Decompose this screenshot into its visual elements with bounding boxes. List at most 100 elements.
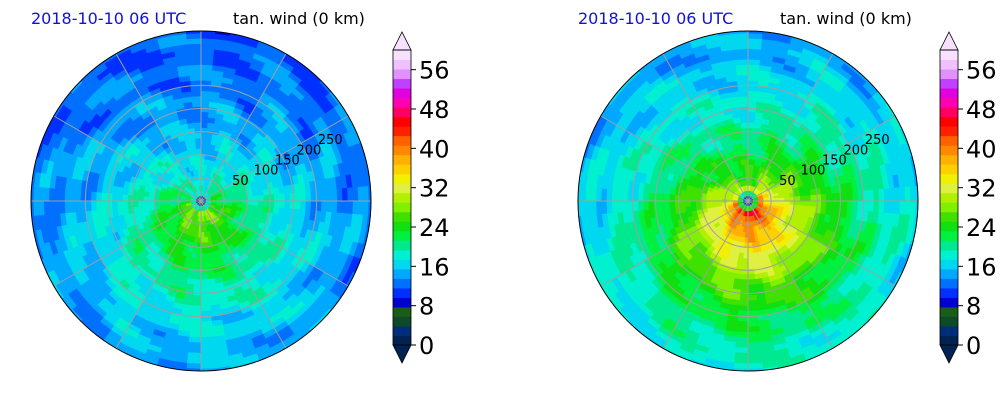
field-cell (747, 273, 756, 281)
field-cell (200, 237, 205, 244)
field-cell (186, 32, 202, 40)
field-cell (747, 111, 757, 118)
field-cell (284, 200, 291, 210)
field-cell (695, 200, 702, 206)
field-cell (733, 357, 749, 365)
field-cell (647, 191, 655, 202)
field-cell (914, 154, 918, 172)
field-cell (611, 200, 618, 214)
field-cell (658, 200, 665, 210)
field-cell (747, 142, 754, 150)
field-cell (735, 58, 749, 66)
field-cell (909, 200, 917, 216)
field-cell (305, 200, 312, 211)
field-cell (188, 58, 202, 66)
field-cell (121, 200, 129, 209)
field-cell (200, 368, 217, 371)
field-cell (747, 237, 752, 244)
field-cell (739, 106, 749, 113)
field-cell (690, 205, 697, 212)
field-cell (752, 252, 759, 259)
field-cell (689, 200, 697, 207)
field-cell (216, 23, 232, 30)
field-cell (201, 23, 217, 29)
field-cell (31, 139, 39, 157)
field-cell (192, 284, 202, 291)
field-cell (200, 31, 217, 34)
field-cell (810, 200, 817, 208)
field-cell (836, 192, 843, 202)
grid-spoke (200, 53, 287, 202)
field-cell (744, 158, 749, 165)
field-cell (185, 374, 201, 380)
colorbar-tick-label: 0 (419, 332, 434, 360)
field-cell (192, 111, 202, 118)
colorbar-swatch (393, 287, 411, 298)
field-cell (899, 200, 906, 216)
field-cell (747, 132, 755, 139)
field-cell (200, 341, 215, 349)
field-cell (189, 326, 202, 333)
field-cell (792, 31, 810, 39)
field-cell (921, 201, 927, 217)
field-cell (193, 116, 202, 123)
field-cell (363, 139, 371, 157)
colorbar-swatch (393, 107, 411, 118)
colorbar-swatch (393, 230, 411, 241)
field-cell (689, 195, 697, 202)
field-cell (32, 200, 40, 216)
field-cell (826, 200, 833, 209)
field-cell (300, 191, 307, 202)
field-cell (245, 363, 263, 371)
field-cell (195, 137, 202, 144)
field-cell (363, 245, 371, 263)
field-cell (637, 191, 644, 202)
field-cell (747, 352, 763, 359)
field-cell (23, 170, 30, 186)
field-cell (100, 200, 108, 211)
field-cell (733, 37, 749, 45)
field-cell (794, 196, 801, 202)
field-cell (245, 31, 263, 39)
field-cell (200, 263, 208, 270)
field-cell (742, 137, 749, 144)
field-cell (621, 189, 629, 202)
field-cell (258, 200, 265, 207)
grid-spoke (115, 200, 202, 349)
field-cell (200, 300, 211, 307)
field-cell (200, 305, 211, 312)
field-cell (200, 43, 216, 50)
field-cell (579, 200, 587, 216)
field-cell (200, 258, 207, 265)
field-cell (190, 310, 202, 317)
field-cell (37, 200, 45, 216)
field-cell (64, 200, 71, 214)
field-cell (684, 195, 691, 202)
field-cell (747, 336, 761, 344)
field-cell (763, 23, 779, 30)
field-cell (200, 289, 210, 296)
field-cell (748, 374, 764, 380)
field-cell (888, 187, 896, 202)
field-cell (23, 185, 29, 201)
colorbar-swatch (393, 268, 411, 279)
panel-left-title: 2018-10-10 06 UTC (31, 9, 186, 28)
field-cell (341, 187, 349, 202)
field-cell (53, 200, 61, 215)
field-cell (878, 188, 885, 202)
field-cell (200, 310, 212, 317)
field-cell (187, 53, 202, 61)
field-cell (48, 200, 55, 215)
field-cell (841, 200, 849, 211)
field-cell (69, 200, 76, 213)
field-cell (894, 200, 901, 215)
field-cell (191, 294, 202, 302)
field-cell (186, 43, 202, 50)
field-cell (95, 200, 102, 211)
field-cell (143, 205, 150, 212)
field-cell (252, 200, 260, 207)
field-cell (200, 252, 207, 260)
field-cell (106, 192, 113, 202)
field-cell (740, 279, 749, 286)
ring-label: 200 (296, 143, 321, 158)
